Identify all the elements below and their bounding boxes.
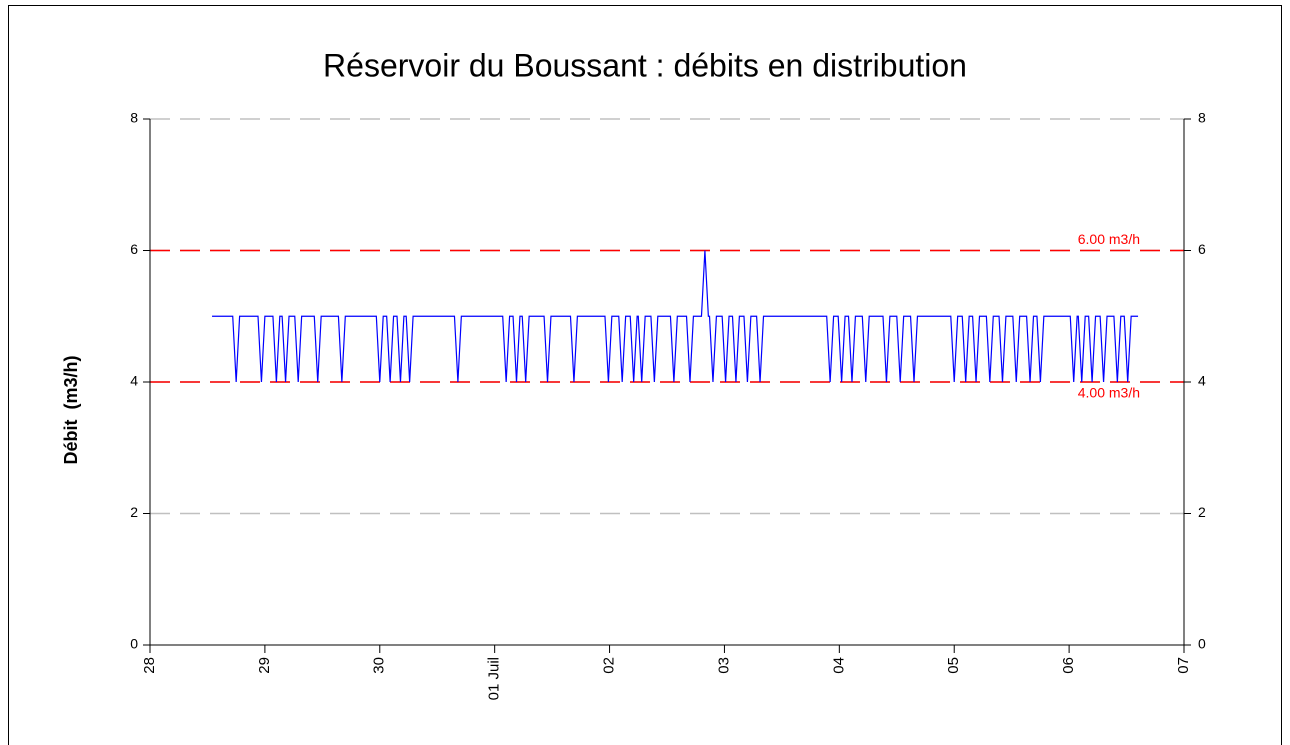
reference-label: 6.00 m3/h [1078, 231, 1140, 247]
x-tick-label: 01 Juil [486, 657, 503, 700]
x-tick-label: 29 [256, 657, 273, 674]
y-tick-label: 8 [130, 110, 138, 126]
x-tick-label: 05 [945, 657, 962, 674]
y-tick-label: 2 [130, 504, 138, 520]
y-axis-label: Débit (m3/h) [61, 355, 81, 464]
frame [8, 5, 1282, 745]
y-tick-label: 0 [130, 636, 138, 652]
y2-tick-label: 0 [1198, 636, 1206, 652]
data-line [212, 250, 1139, 383]
y2-tick-label: 2 [1198, 504, 1206, 520]
chart-title: Réservoir du Boussant : débits en distri… [323, 47, 967, 83]
y-tick-label: 6 [130, 241, 138, 257]
x-tick-label: 03 [715, 657, 732, 674]
x-tick-label: 04 [830, 657, 847, 674]
y-tick-label: 4 [130, 373, 138, 389]
x-tick-label: 06 [1060, 657, 1077, 674]
y2-tick-label: 8 [1198, 110, 1206, 126]
y2-tick-label: 4 [1198, 373, 1206, 389]
x-tick-label: 07 [1175, 657, 1192, 674]
y2-tick-label: 6 [1198, 241, 1206, 257]
reference-label: 4.00 m3/h [1078, 385, 1140, 401]
x-tick-label: 28 [141, 657, 158, 674]
x-tick-label: 30 [371, 657, 388, 674]
x-tick-label: 02 [601, 657, 618, 674]
